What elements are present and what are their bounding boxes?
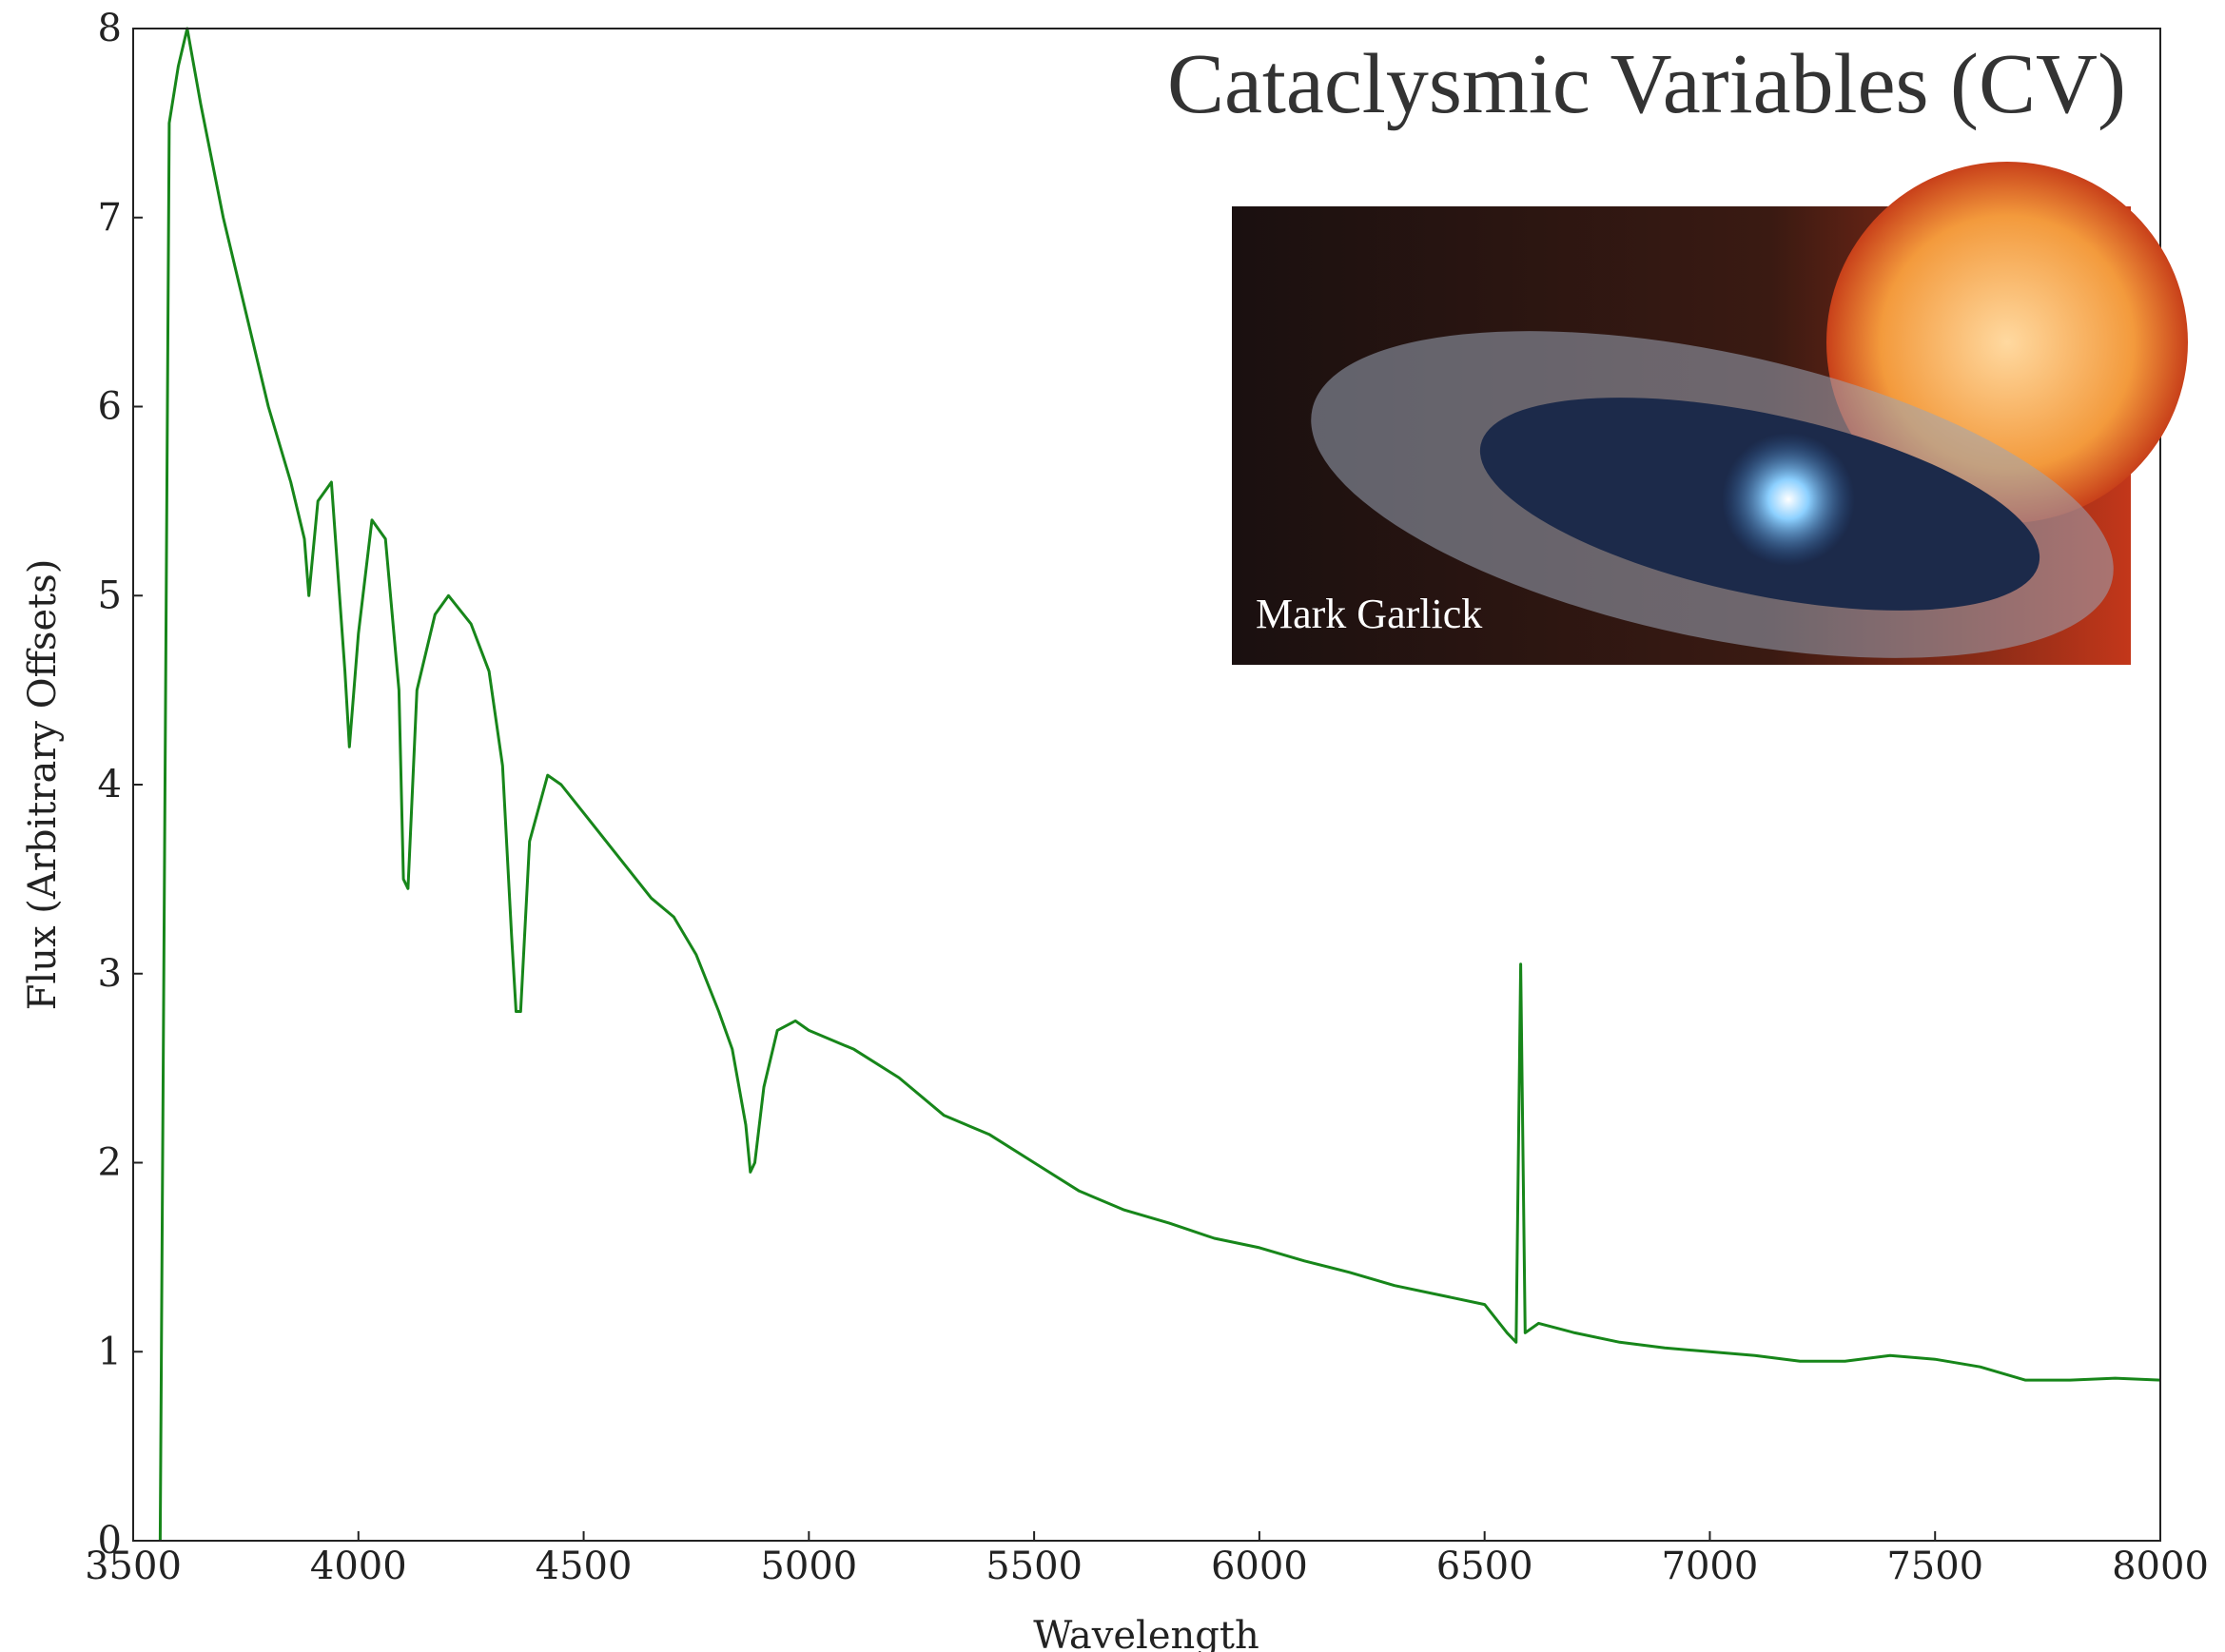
x-axis-label: Wavelength <box>1033 1614 1259 1652</box>
x-tick-label: 5500 <box>986 1545 1083 1588</box>
x-tick-label: 7500 <box>1886 1545 1983 1588</box>
spectrum-line <box>158 27 2161 1542</box>
inset-image: Mark Garlick <box>1232 162 2188 665</box>
x-tick-label: 4500 <box>536 1545 633 1588</box>
y-tick-label: 1 <box>98 1330 122 1373</box>
y-tick-label: 6 <box>98 385 122 429</box>
y-tick-label: 3 <box>98 952 122 996</box>
x-tick-label: 8000 <box>2112 1545 2209 1588</box>
x-tick-label: 6500 <box>1436 1545 1533 1588</box>
y-tick-label: 4 <box>98 763 122 807</box>
x-tick-label: 4000 <box>310 1545 407 1588</box>
y-tick-label: 7 <box>98 196 122 240</box>
image-caption: Mark Garlick <box>1256 591 1482 637</box>
x-tick-label: 6000 <box>1211 1545 1308 1588</box>
y-axis-label: Flux (Arbitrary Offsets) <box>21 559 65 1011</box>
chart-title: Cataclysmic Variables (CV) <box>1167 37 2126 131</box>
x-tick-label: 5000 <box>760 1545 857 1588</box>
x-tick-label: 3500 <box>85 1545 182 1588</box>
x-tick-label: 7000 <box>1662 1545 1759 1588</box>
plot-frame <box>132 28 2161 1542</box>
y-tick-label: 8 <box>98 7 122 50</box>
y-tick-label: 5 <box>98 573 122 617</box>
y-tick-label: 2 <box>98 1141 122 1185</box>
y-tick-label: 0 <box>98 1519 122 1563</box>
